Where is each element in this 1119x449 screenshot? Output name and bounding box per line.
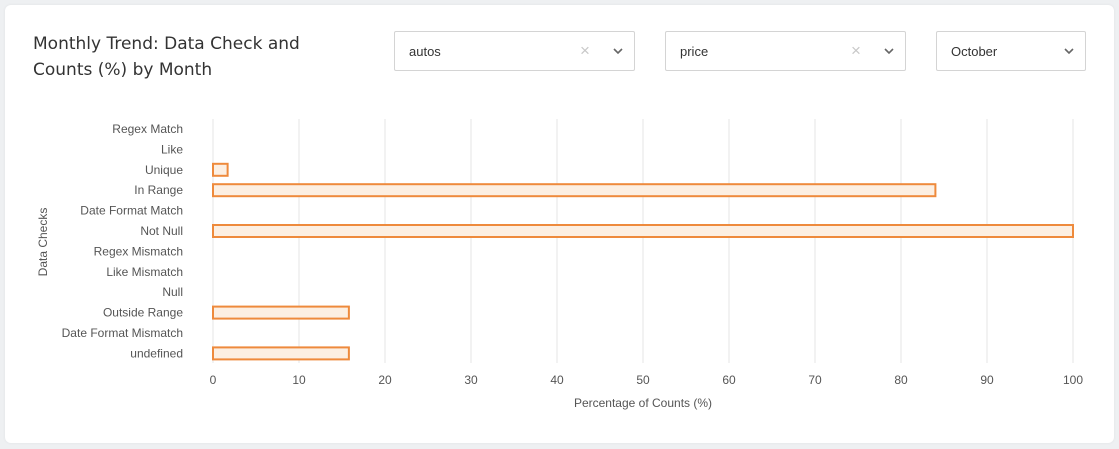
x-tick-label: 100	[1063, 373, 1083, 387]
category-label: Date Format Mismatch	[62, 326, 183, 340]
bar[interactable]	[212, 346, 350, 361]
bar[interactable]	[212, 183, 937, 198]
x-tick-label: 90	[980, 373, 994, 387]
chart-title: Monthly Trend: Data Check and Counts (%)…	[33, 34, 300, 80]
x-tick-label: 70	[808, 373, 822, 387]
category-labels: Regex Match Like Unique In Range Date Format…	[62, 122, 184, 360]
bars	[212, 162, 1074, 361]
chevron-down-icon[interactable]	[882, 44, 896, 58]
category-label: Outside Range	[103, 306, 183, 320]
category-label: Like	[161, 142, 183, 156]
category-label: Regex Mismatch	[94, 244, 183, 258]
column-select[interactable]: price ×	[665, 31, 906, 71]
category-label: Not Null	[140, 224, 183, 238]
bar[interactable]	[212, 305, 350, 320]
close-icon[interactable]: ×	[580, 41, 590, 60]
x-tick-label: 0	[210, 373, 217, 387]
y-axis-title: Data Checks	[36, 208, 50, 277]
category-label: In Range	[134, 183, 183, 197]
bar[interactable]	[212, 162, 229, 177]
dataset-select[interactable]: autos ×	[394, 31, 635, 71]
bar[interactable]	[212, 224, 1074, 238]
category-label: Date Format Match	[80, 204, 183, 218]
category-label: Regex Match	[112, 122, 183, 136]
x-tick-label: 40	[550, 373, 564, 387]
month-select[interactable]: October	[936, 31, 1086, 71]
chevron-down-icon[interactable]	[1062, 44, 1076, 58]
category-label: Unique	[145, 163, 183, 177]
month-select-value: October	[951, 44, 998, 59]
x-tick-label: 10	[292, 373, 306, 387]
close-icon[interactable]: ×	[851, 41, 861, 60]
category-label: Null	[162, 285, 183, 299]
dataset-select-value: autos	[409, 44, 441, 59]
x-tick-labels: 0 10 20 30 40 50 60 70 80 90 100	[210, 373, 1084, 387]
x-tick-label: 30	[464, 373, 478, 387]
chevron-down-icon[interactable]	[611, 44, 625, 58]
x-tick-label: 60	[722, 373, 736, 387]
x-tick-label: 20	[378, 373, 392, 387]
column-select-value: price	[680, 44, 709, 59]
grid-lines	[212, 119, 1074, 363]
x-axis-title: Percentage of Counts (%)	[574, 396, 712, 410]
x-tick-label: 50	[636, 373, 650, 387]
category-label: Like Mismatch	[106, 265, 183, 279]
x-tick-label: 80	[894, 373, 908, 387]
category-label: undefined	[130, 346, 183, 360]
